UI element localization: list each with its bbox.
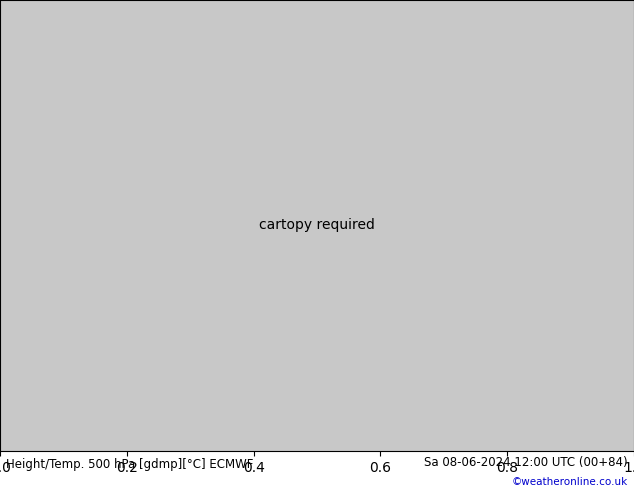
Text: cartopy required: cartopy required (259, 219, 375, 232)
Text: Sa 08-06-2024 12:00 UTC (00+84): Sa 08-06-2024 12:00 UTC (00+84) (424, 456, 628, 469)
Text: Height/Temp. 500 hPa [gdmp][°C] ECMWF: Height/Temp. 500 hPa [gdmp][°C] ECMWF (6, 458, 254, 471)
Text: ©weatheronline.co.uk: ©weatheronline.co.uk (512, 477, 628, 487)
